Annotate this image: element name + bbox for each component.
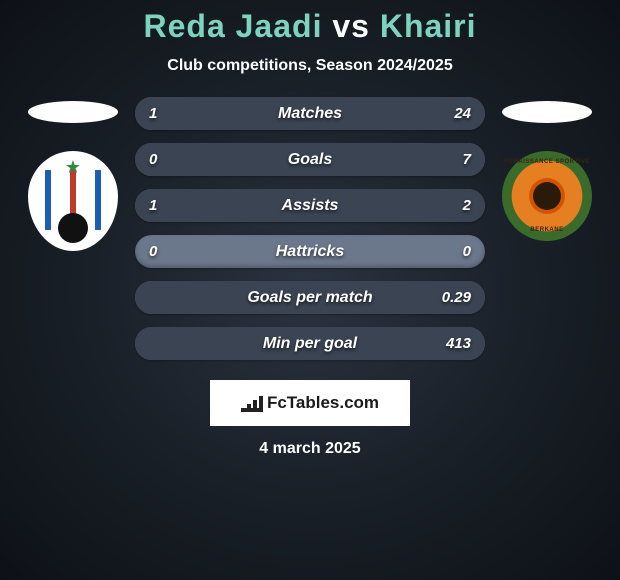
stat-row: 1Matches24 bbox=[135, 97, 485, 130]
stat-row: 0Hattricks0 bbox=[135, 235, 485, 268]
club-ring-top: RENAISSANCE SPORTIVE bbox=[502, 159, 592, 165]
stat-value-right: 0 bbox=[463, 235, 471, 268]
left-flag-icon bbox=[28, 101, 118, 123]
comparison-card: Reda Jaadi vs Khairi Club competitions, … bbox=[0, 0, 620, 458]
stat-label: Goals bbox=[135, 143, 485, 176]
stat-label: Min per goal bbox=[135, 327, 485, 360]
stat-value-right: 0.29 bbox=[442, 281, 471, 314]
stat-value-right: 2 bbox=[463, 189, 471, 222]
date-label: 4 march 2025 bbox=[0, 440, 620, 458]
right-club-logo: RENAISSANCE SPORTIVE BERKANE bbox=[502, 151, 592, 241]
club-center-ball-icon bbox=[533, 182, 561, 210]
credit-badge[interactable]: FcTables.com bbox=[210, 380, 410, 426]
right-side: RENAISSANCE SPORTIVE BERKANE bbox=[497, 97, 597, 241]
stat-row: 1Assists2 bbox=[135, 189, 485, 222]
left-club-logo: ★ bbox=[28, 151, 118, 251]
stat-value-right: 24 bbox=[454, 97, 471, 130]
right-flag-icon bbox=[502, 101, 592, 123]
stats-column: 1Matches240Goals71Assists20Hattricks0Goa… bbox=[135, 97, 485, 360]
club-ring-bottom: BERKANE bbox=[502, 227, 592, 233]
page-title: Reda Jaadi vs Khairi bbox=[0, 8, 620, 45]
bars-icon bbox=[241, 394, 263, 412]
left-side: ★ bbox=[23, 97, 123, 251]
title-player2: Khairi bbox=[380, 8, 477, 44]
stat-label: Hattricks bbox=[135, 235, 485, 268]
title-vs: vs bbox=[332, 8, 370, 44]
stat-label: Assists bbox=[135, 189, 485, 222]
stat-label: Goals per match bbox=[135, 281, 485, 314]
ball-icon bbox=[58, 213, 88, 243]
stat-value-right: 413 bbox=[446, 327, 471, 360]
title-player1: Reda Jaadi bbox=[143, 8, 322, 44]
subtitle: Club competitions, Season 2024/2025 bbox=[0, 57, 620, 75]
stat-row: Goals per match0.29 bbox=[135, 281, 485, 314]
star-icon: ★ bbox=[65, 157, 81, 178]
stat-value-right: 7 bbox=[463, 143, 471, 176]
stat-row: Min per goal413 bbox=[135, 327, 485, 360]
content-row: ★ 1Matches240Goals71Assists20Hattricks0G… bbox=[0, 97, 620, 360]
stat-label: Matches bbox=[135, 97, 485, 130]
credit-text: FcTables.com bbox=[267, 393, 379, 413]
stat-row: 0Goals7 bbox=[135, 143, 485, 176]
